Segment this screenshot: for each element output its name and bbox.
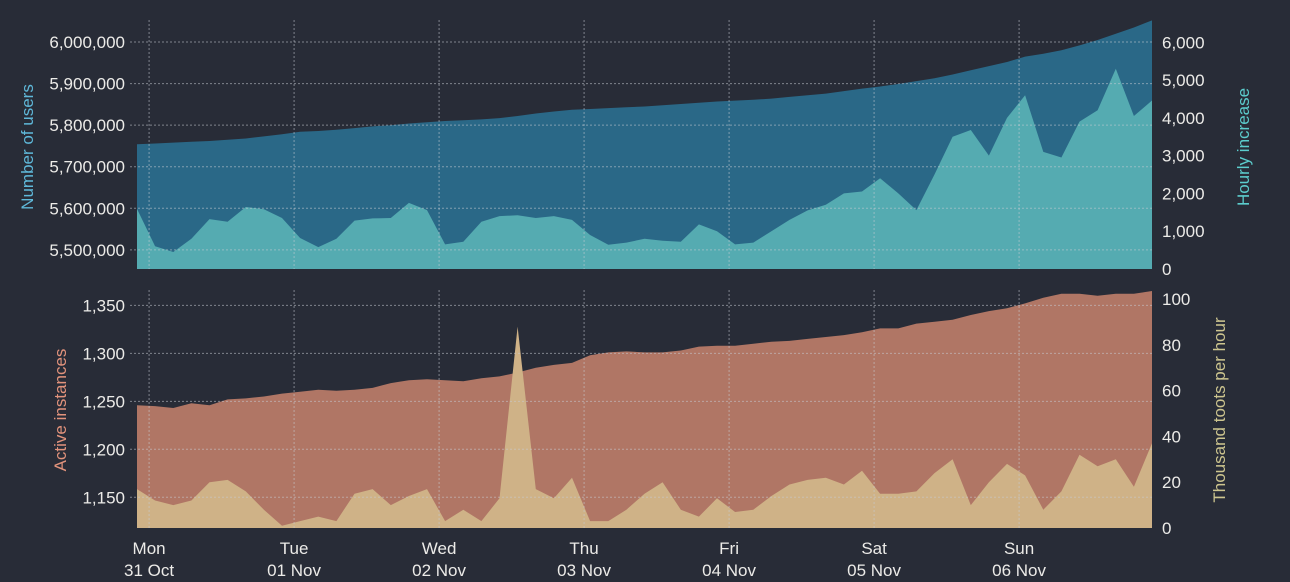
- right-tick-label: 1,000: [1162, 222, 1205, 241]
- right-tick-label: 80: [1162, 336, 1181, 355]
- x-tick-date: 02 Nov: [412, 561, 466, 580]
- x-tick-date: 03 Nov: [557, 561, 611, 580]
- x-tick-day: Wed: [422, 539, 457, 558]
- hourly-axis-title: Hourly increase: [1234, 88, 1253, 206]
- x-tick-day: Sun: [1004, 539, 1034, 558]
- x-axis: Mon 31 Oct Tue 01 Nov Wed 02 Nov Thu 03 Nov Fri 0…: [124, 539, 1046, 580]
- x-tick-day: Sat: [861, 539, 887, 558]
- toots-axis-title: Thousand toots per hour: [1210, 317, 1229, 503]
- left-tick-label: 5,800,000: [49, 116, 125, 135]
- users-axis-title: Number of users: [18, 84, 37, 210]
- right-tick-label: 4,000: [1162, 109, 1205, 128]
- right-tick-label: 60: [1162, 382, 1181, 401]
- right-tick-label: 0: [1162, 260, 1171, 279]
- x-tick-date: 31 Oct: [124, 561, 174, 580]
- active-instances-area: [137, 291, 1152, 528]
- left-tick-label: 5,500,000: [49, 241, 125, 260]
- x-tick-day: Fri: [719, 539, 739, 558]
- left-tick-label: 5,900,000: [49, 75, 125, 94]
- right-tick-label: 0: [1162, 519, 1171, 538]
- right-tick-label: 2,000: [1162, 184, 1205, 203]
- right-tick-label: 20: [1162, 473, 1181, 492]
- right-tick-label: 6,000: [1162, 33, 1205, 52]
- x-tick-date: 06 Nov: [992, 561, 1046, 580]
- left-tick-label: 5,600,000: [49, 199, 125, 218]
- x-tick-day: Thu: [569, 539, 598, 558]
- x-tick-date: 05 Nov: [847, 561, 901, 580]
- x-tick-date: 04 Nov: [702, 561, 756, 580]
- right-tick-label: 5,000: [1162, 71, 1205, 90]
- right-tick-label: 40: [1162, 427, 1181, 446]
- x-tick-day: Mon: [133, 539, 166, 558]
- instances-axis-title: Active instances: [51, 349, 70, 472]
- left-tick-label: 5,700,000: [49, 158, 125, 177]
- left-tick-label: 1,200: [82, 440, 125, 459]
- hourly-increase-area: [137, 68, 1152, 269]
- right-tick-label: 3,000: [1162, 147, 1205, 166]
- users-panel: 5,500,000 5,600,000 5,700,000 5,800,000 5,90…: [49, 20, 1205, 279]
- left-tick-label: 1,250: [82, 392, 125, 411]
- right-tick-label: 100: [1162, 290, 1190, 309]
- instances-panel: 1,150 1,200 1,250 1,300 1,350 0 20 40 60 80 100: [82, 290, 1190, 538]
- x-tick-day: Tue: [280, 539, 309, 558]
- left-tick-label: 6,000,000: [49, 33, 125, 52]
- x-tick-date: 01 Nov: [267, 561, 321, 580]
- left-tick-label: 1,300: [82, 344, 125, 363]
- left-tick-label: 1,150: [82, 488, 125, 507]
- left-tick-label: 1,350: [82, 296, 125, 315]
- toots-area: [137, 326, 1152, 528]
